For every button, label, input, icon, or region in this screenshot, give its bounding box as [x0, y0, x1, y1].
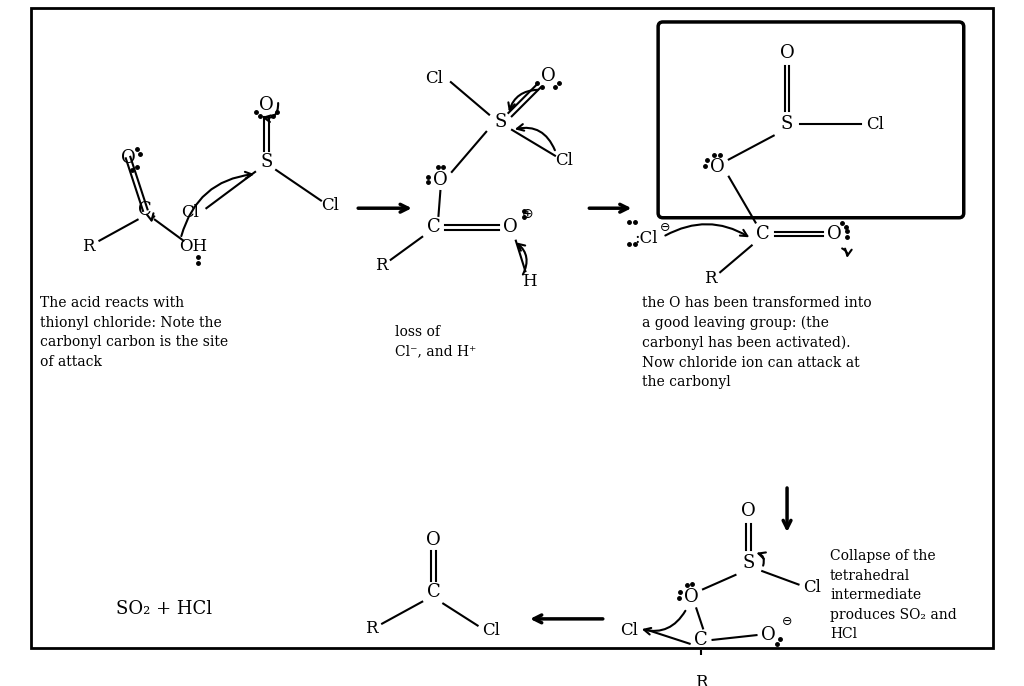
Text: R: R — [82, 238, 94, 255]
Text: H: H — [522, 273, 537, 290]
Text: Cl: Cl — [181, 204, 199, 220]
Text: $\ominus$: $\ominus$ — [659, 221, 671, 234]
Text: S: S — [260, 154, 272, 172]
Text: The acid reacts with
thionyl chloride: Note the
carbonyl carbon is the site
of a: The acid reacts with thionyl chloride: N… — [40, 296, 228, 368]
FancyBboxPatch shape — [658, 22, 964, 217]
Text: O: O — [121, 149, 135, 167]
Text: O: O — [827, 225, 842, 243]
Text: Cl: Cl — [482, 622, 500, 639]
Text: the O has been transformed into
a good leaving group: (the
carbonyl has been act: the O has been transformed into a good l… — [642, 296, 871, 389]
Text: O: O — [433, 171, 447, 189]
Text: Cl: Cl — [556, 152, 573, 169]
Text: O: O — [684, 588, 699, 606]
Text: Cl: Cl — [322, 197, 340, 214]
Text: S: S — [495, 113, 507, 131]
Text: O: O — [259, 96, 274, 114]
Text: C: C — [138, 201, 153, 219]
Text: :Cl: :Cl — [634, 230, 657, 247]
Text: O: O — [761, 626, 775, 644]
Text: O: O — [741, 502, 757, 520]
Text: C: C — [694, 631, 708, 649]
Text: C: C — [427, 583, 440, 601]
Text: Cl: Cl — [425, 70, 442, 87]
Text: OH: OH — [179, 238, 207, 255]
Text: Cl: Cl — [803, 579, 821, 596]
Text: Cl: Cl — [866, 116, 884, 132]
Text: O: O — [426, 530, 441, 549]
Text: O: O — [541, 67, 556, 85]
Text: R: R — [705, 270, 717, 287]
Text: R: R — [695, 674, 708, 686]
Text: Cl: Cl — [621, 622, 638, 639]
Text: O: O — [710, 158, 725, 176]
Text: R: R — [366, 620, 378, 637]
Text: C: C — [427, 218, 440, 236]
Text: O: O — [779, 43, 795, 62]
Text: $\oplus$: $\oplus$ — [521, 207, 534, 221]
Text: $\ominus$: $\ominus$ — [781, 615, 793, 628]
Text: O: O — [503, 218, 517, 236]
Text: loss of
Cl⁻, and H⁺: loss of Cl⁻, and H⁺ — [395, 324, 477, 358]
Text: Collapse of the
tetrahedral
intermediate
produces SO₂ and
HCl: Collapse of the tetrahedral intermediate… — [830, 549, 956, 641]
Text: S: S — [781, 115, 794, 133]
Text: R: R — [375, 257, 387, 274]
Text: S: S — [742, 554, 755, 573]
Text: C: C — [757, 225, 770, 243]
Text: SO₂ + HCl: SO₂ + HCl — [117, 600, 212, 618]
